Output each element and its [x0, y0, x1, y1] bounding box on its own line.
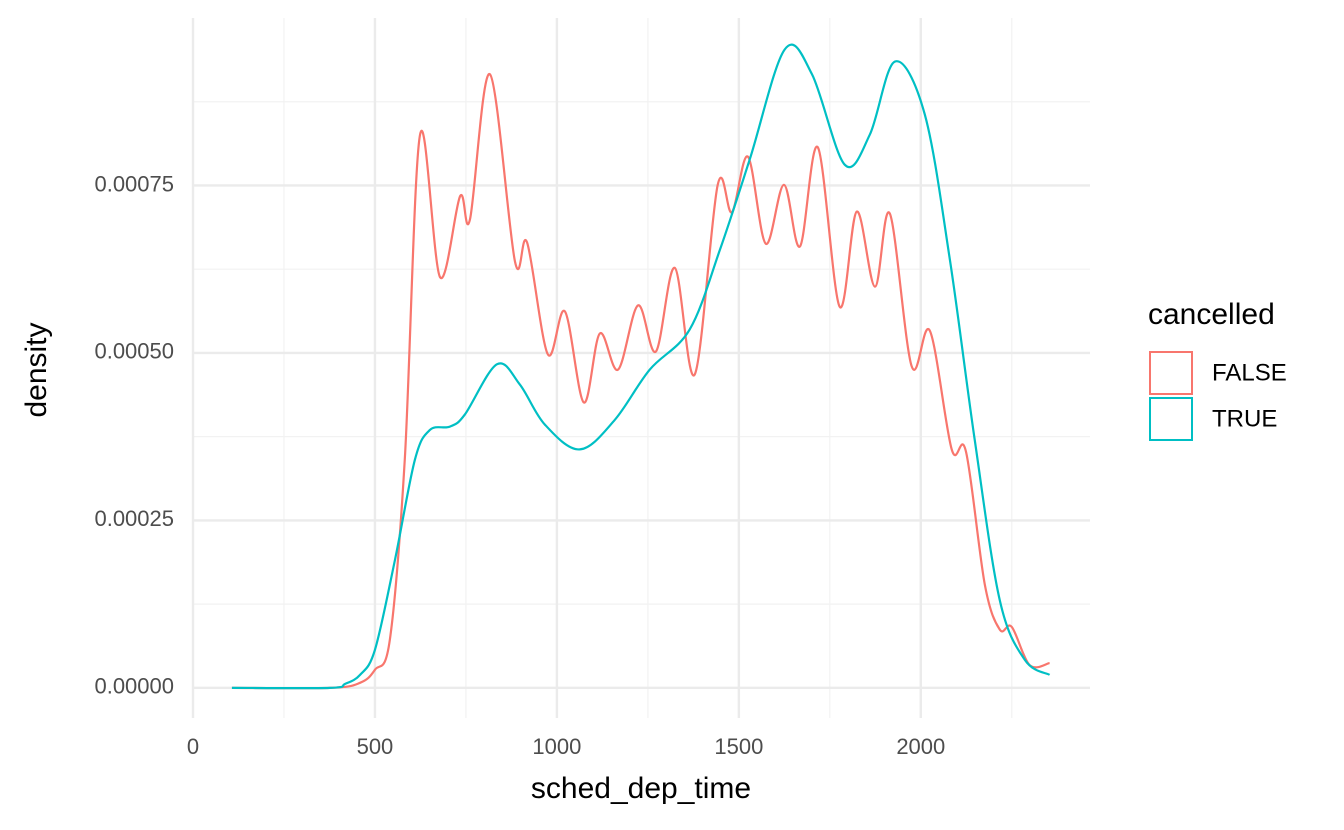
x-tick-label: 2000	[896, 734, 945, 759]
x-tick-label: 500	[357, 734, 394, 759]
y-tick-label: 0.00000	[94, 674, 174, 699]
x-tick-label: 1500	[714, 734, 763, 759]
y-tick-label: 0.00025	[94, 506, 174, 531]
y-tick-label: 0.00050	[94, 339, 174, 364]
x-axis-title: sched_dep_time	[531, 772, 751, 805]
y-axis-title: density	[20, 322, 53, 417]
legend-title: cancelled	[1148, 298, 1275, 331]
legend-label: TRUE	[1212, 405, 1277, 432]
legend-key	[1149, 351, 1193, 395]
density-line	[231, 73, 1050, 690]
legend-key	[1149, 397, 1193, 441]
x-tick-label: 1000	[532, 734, 581, 759]
y-tick-label: 0.00075	[94, 171, 174, 196]
legend-label: FALSE	[1212, 359, 1287, 386]
x-tick-label: 0	[187, 734, 199, 759]
density-line	[231, 43, 1051, 690]
